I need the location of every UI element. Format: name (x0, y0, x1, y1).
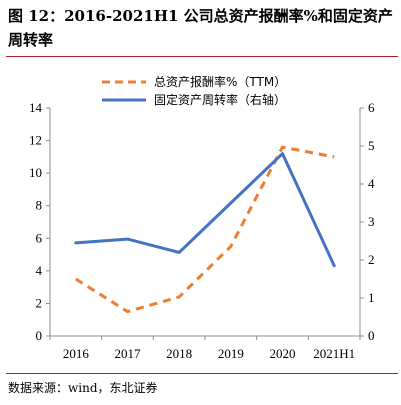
x-tick-label: 2017 (115, 346, 142, 361)
figure-title: 图 12：2016-2021H1 公司总资产报酬率%和固定资产周转率 (8, 7, 393, 49)
right-tick-label: 5 (368, 138, 375, 153)
right-tick-label: 0 (368, 328, 375, 343)
chart-series (74, 145, 336, 314)
legend-label: 总资产报酬率%（TTM） (154, 74, 286, 89)
left-tick-label: 2 (36, 295, 43, 310)
right-tick-label: 6 (368, 100, 375, 115)
legend-label: 固定资产周转率（右轴） (154, 92, 286, 107)
series-line-fixed-asset-turnover (74, 152, 336, 268)
left-tick-label: 4 (36, 263, 43, 278)
x-tick-label: 2016 (63, 346, 90, 361)
left-tick-label: 0 (36, 328, 43, 343)
left-tick-label: 10 (29, 165, 42, 180)
right-tick-label: 4 (368, 176, 375, 191)
right-tick-label: 1 (368, 290, 375, 305)
left-tick-label: 12 (29, 133, 42, 148)
source-note: 数据来源：wind，东北证券 (8, 381, 158, 395)
x-tick-label: 2019 (218, 346, 244, 361)
right-tick-label: 3 (368, 214, 375, 229)
x-tick-label: 2020 (270, 346, 296, 361)
chart-legend: 总资产报酬率%（TTM） 固定资产周转率（右轴） (102, 74, 286, 107)
left-tick-label: 14 (29, 100, 43, 115)
title-divider (6, 56, 398, 57)
left-tick-label: 8 (36, 198, 43, 213)
x-tick-label: 2018 (166, 346, 192, 361)
source-divider (6, 373, 398, 374)
right-tick-label: 2 (368, 252, 375, 267)
x-tick-label: 2021H1 (313, 346, 355, 361)
left-tick-label: 6 (36, 230, 43, 245)
